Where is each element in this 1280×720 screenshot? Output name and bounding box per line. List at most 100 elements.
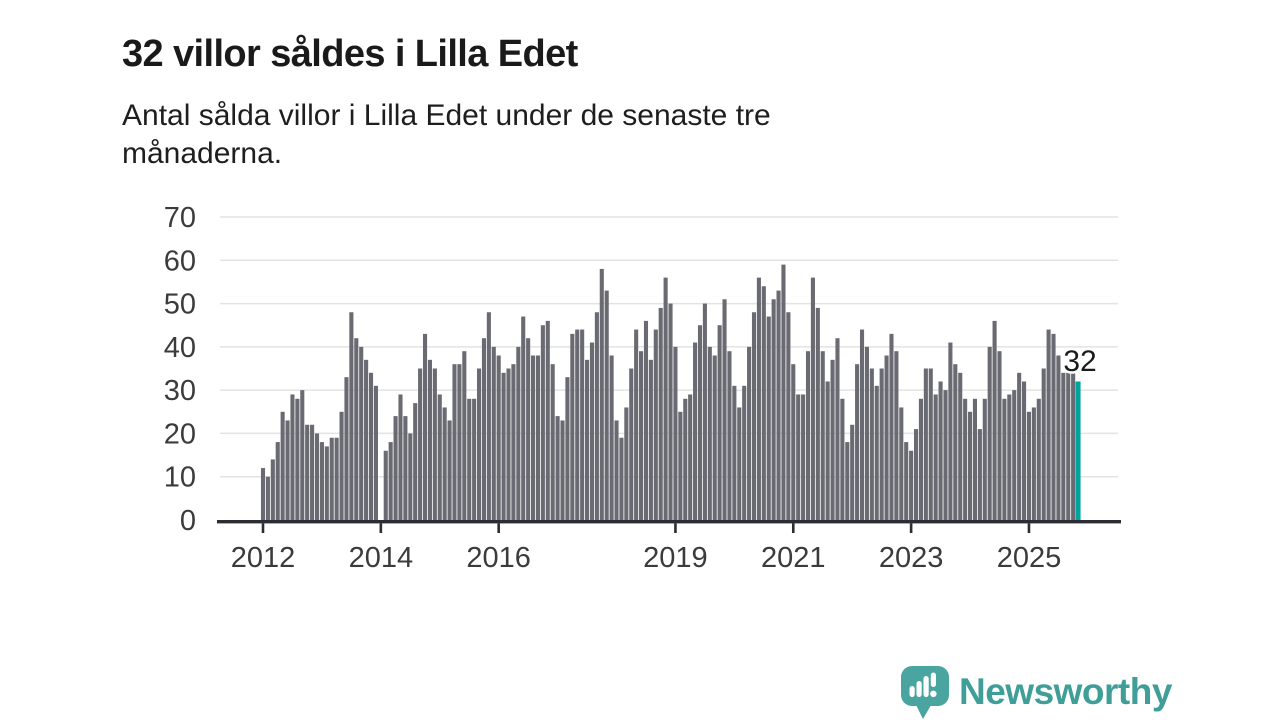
- month-bar: [879, 368, 884, 520]
- month-bar: [506, 368, 511, 520]
- month-bar: [987, 346, 992, 520]
- month-bar: [452, 364, 457, 520]
- highlight-value-label: 32: [1063, 345, 1096, 378]
- month-bar: [314, 433, 320, 520]
- month-bar: [476, 368, 482, 520]
- month-bar: [496, 355, 501, 520]
- month-bar: [575, 329, 580, 520]
- month-bar: [648, 359, 653, 520]
- month-bar: [260, 468, 266, 520]
- month-bar: [982, 398, 987, 520]
- month-bar: [432, 368, 437, 520]
- month-bar: [275, 442, 280, 520]
- month-bar: [408, 433, 413, 520]
- month-bar: [899, 407, 904, 520]
- month-bar: [280, 411, 285, 520]
- month-bar: [737, 407, 742, 520]
- subtitle-line-1: Antal sålda villor i Lilla Edet under de…: [122, 99, 771, 132]
- month-bar: [545, 320, 550, 520]
- x-axis-label: 2016: [466, 542, 531, 574]
- month-bar: [963, 398, 968, 520]
- month-bar: [447, 420, 452, 520]
- month-bar: [909, 450, 914, 520]
- month-bar: [830, 359, 835, 520]
- month-bar: [555, 416, 560, 520]
- month-bar: [565, 377, 570, 520]
- month-bar: [1002, 398, 1007, 520]
- month-bar: [634, 329, 639, 520]
- month-bar: [923, 368, 928, 520]
- month-bar: [624, 407, 629, 520]
- month-bar: [693, 342, 698, 520]
- month-bar: [845, 442, 850, 520]
- month-bar: [805, 351, 811, 520]
- month-bar: [368, 372, 374, 520]
- month-bar: [850, 424, 855, 520]
- month-bar: [472, 398, 477, 520]
- month-bar: [820, 351, 825, 520]
- month-bar: [354, 338, 359, 520]
- month-bar: [265, 476, 270, 520]
- month-bar: [373, 385, 378, 520]
- month-bar: [393, 416, 398, 520]
- month-bar: [786, 312, 791, 520]
- month-bar: [1071, 372, 1076, 520]
- page-subtitle: Antal sålda villor i Lilla Edet under de…: [122, 97, 1042, 173]
- subtitle-line-2: månaderna.: [122, 137, 283, 170]
- month-bar: [781, 264, 786, 520]
- month-bar: [756, 277, 761, 520]
- month-bar: [722, 299, 727, 520]
- month-bar: [977, 429, 982, 520]
- month-bar: [702, 303, 707, 520]
- month-bar: [511, 364, 516, 520]
- logo-exclamation-stroke: [930, 672, 936, 687]
- month-bar: [491, 346, 496, 520]
- month-bar: [894, 351, 899, 520]
- month-bar: [992, 320, 997, 520]
- month-bar: [712, 355, 717, 520]
- month-bar: [1026, 411, 1032, 520]
- month-bar: [418, 368, 423, 520]
- month-bar: [1056, 355, 1061, 520]
- month-bar: [1022, 381, 1027, 520]
- month-bar: [1007, 394, 1012, 520]
- month-bar: [953, 364, 958, 520]
- month-bar: [683, 398, 688, 520]
- month-bar: [943, 390, 948, 520]
- month-bar: [967, 411, 973, 520]
- month-bar: [437, 394, 442, 520]
- month-bar: [653, 329, 658, 520]
- month-bar: [550, 364, 555, 520]
- month-bar: [609, 355, 614, 520]
- x-axis-label: 2014: [349, 542, 414, 574]
- brand-name: Newsworthy: [959, 671, 1172, 712]
- month-bar: [766, 316, 771, 520]
- x-axis-label: 2019: [643, 542, 708, 574]
- month-bar: [310, 424, 315, 520]
- month-bar: [884, 355, 889, 520]
- logo-exclamation-dot: [930, 690, 937, 697]
- month-bar: [388, 442, 393, 520]
- month-bar: [300, 390, 305, 520]
- y-axis-label: 50: [164, 289, 196, 321]
- month-bar: [570, 333, 575, 520]
- month-bar: [589, 342, 595, 520]
- month-bar: [467, 398, 472, 520]
- month-bar: [516, 346, 521, 520]
- y-axis-label: 60: [164, 245, 196, 277]
- month-bar: [697, 325, 703, 520]
- month-bar: [751, 312, 757, 520]
- month-bar: [825, 381, 830, 520]
- month-bar: [339, 411, 344, 520]
- month-bar: [629, 368, 634, 520]
- month-bar: [997, 351, 1002, 520]
- month-bar: [526, 338, 531, 520]
- x-axis-label: 2025: [997, 542, 1062, 574]
- month-bar: [619, 437, 624, 520]
- month-bar: [717, 325, 722, 520]
- month-bar: [329, 437, 334, 520]
- month-bar: [810, 277, 815, 520]
- month-bar: [791, 364, 796, 520]
